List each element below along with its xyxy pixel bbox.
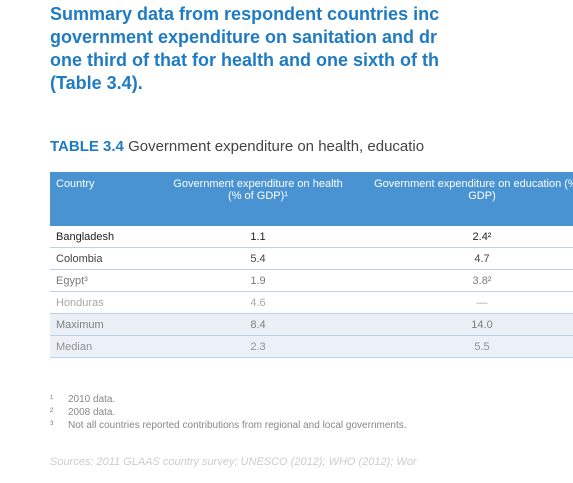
footnote: ³ Not all countries reported contribution…	[50, 420, 407, 431]
table-cell: 4.7	[354, 247, 573, 270]
table-cell: 2.3	[162, 335, 354, 358]
caption-label: TABLE 3.4	[50, 138, 124, 155]
footnote-mark: ³	[50, 420, 54, 431]
table-row: Colombia 5.4 4.7	[50, 247, 573, 270]
table-cell: Maximum	[50, 313, 162, 336]
table-row: Bangladesh 1.1 2.4²	[50, 226, 573, 248]
table-cell: 5.5	[354, 335, 573, 358]
footnote-text: Not all countries reported contributions…	[68, 420, 407, 431]
footnote: ² 2008 data.	[50, 407, 115, 418]
footnote-text: 2010 data.	[68, 394, 116, 405]
table-cell: 1.1	[162, 226, 354, 248]
heading-line: government expenditure on sanitation and…	[50, 27, 438, 47]
heading-line: one third of that for health and one six…	[50, 50, 439, 70]
table-cell: Colombia	[50, 247, 162, 270]
table-cell: 2.4²	[354, 226, 573, 248]
header-cell: Country	[50, 172, 162, 226]
heading-line: (Table 3.4).	[50, 73, 143, 93]
table-cell: 14.0	[354, 313, 573, 336]
table-cell: —	[354, 291, 573, 314]
footnote-mark: ²	[50, 407, 54, 418]
header-cell: Government expenditure on health (% of G…	[162, 172, 354, 226]
table-cell: Bangladesh	[50, 226, 162, 248]
footnote-text: 2008 data.	[68, 407, 116, 418]
header-row: Country Government expenditure on health …	[50, 172, 573, 226]
table-cell: Egypt³	[50, 269, 162, 292]
table-cell: 4.6	[162, 291, 354, 314]
summary-row: Median 2.3 5.5	[50, 335, 573, 358]
header-cell: Government expenditure on education (% o…	[354, 172, 573, 226]
table-caption: TABLE 3.4 Government expenditure on heal…	[50, 138, 424, 155]
table-cell: Honduras	[50, 291, 162, 314]
data-table: Country Government expenditure on health …	[50, 172, 573, 358]
table-cell: 1.9	[162, 269, 354, 292]
table-cell: 8.4	[162, 313, 354, 336]
table-row: Honduras 4.6—	[50, 291, 573, 314]
summary-row: Maximum 8.4 14.0	[50, 313, 573, 336]
sources: Sources: 2011 GLAAS country survey; UNES…	[50, 456, 417, 468]
table-cell: 5.4	[162, 247, 354, 270]
table-cell: Median	[50, 335, 162, 358]
table-cell: 3.8²	[354, 269, 573, 292]
heading-line: Summary data from respondent countries i…	[50, 4, 440, 24]
table-row: Egypt³ 1.9 3.8²	[50, 269, 573, 292]
caption-text: Government expenditure on health, educat…	[128, 138, 425, 155]
footnote-mark: ¹	[50, 394, 54, 405]
footnote: ¹ 2010 data.	[50, 394, 115, 405]
